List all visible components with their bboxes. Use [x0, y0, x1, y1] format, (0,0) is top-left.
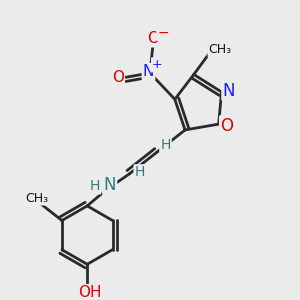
Text: O: O: [112, 70, 124, 85]
Text: H: H: [160, 138, 171, 152]
Text: O: O: [220, 117, 233, 135]
Text: OH: OH: [78, 285, 101, 300]
Text: H: H: [90, 179, 100, 193]
Text: N: N: [143, 64, 154, 79]
Text: N: N: [103, 176, 116, 194]
Text: H: H: [135, 165, 145, 179]
Text: N: N: [223, 82, 235, 100]
Text: O: O: [147, 31, 159, 46]
Text: −: −: [157, 26, 169, 40]
Text: CH₃: CH₃: [26, 191, 49, 205]
Text: CH₃: CH₃: [208, 43, 232, 56]
Text: +: +: [152, 58, 163, 71]
